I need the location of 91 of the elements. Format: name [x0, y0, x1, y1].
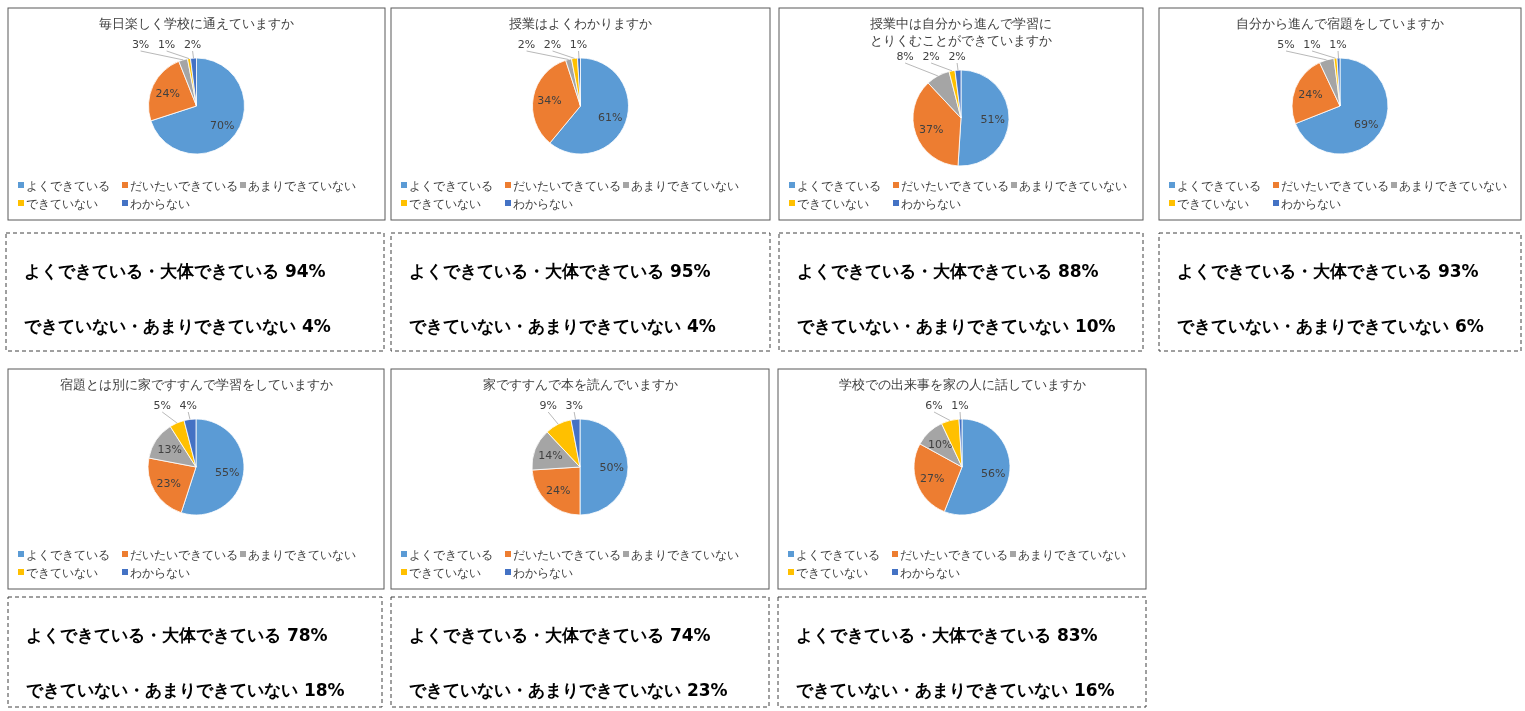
chart-title: 授業はよくわかりますか [509, 16, 652, 31]
legend-label: だいたいできている [900, 548, 1008, 562]
data-label: 34% [537, 94, 562, 108]
text: よくできている・大体できている 83% [796, 625, 1098, 645]
data-label: 1% [157, 38, 176, 51]
data-label: 8% [896, 50, 914, 63]
data-label: 1% [569, 38, 588, 51]
data-label: 23% [156, 477, 181, 491]
legend-label: よくできている [797, 179, 881, 193]
legend-label: あまりできていない [631, 548, 739, 562]
data-label: 2% [183, 38, 202, 51]
data-label: 24% [1298, 88, 1323, 102]
data-label: 6% [925, 399, 943, 412]
legend-label: わからない [130, 566, 190, 580]
chart-title: 学校での出来事を家の人に話していますか [838, 377, 1086, 392]
legend-label: だいたいできている [1281, 179, 1389, 193]
legend-label: だいたいできている [513, 548, 621, 562]
legend-label: よくできている [1177, 179, 1261, 193]
data-label: 2% [922, 50, 940, 63]
text: よくできている・大体できている 93% [1177, 261, 1479, 281]
legend-label: あまりできていない [248, 548, 356, 562]
data-label: 61% [598, 110, 623, 124]
data-label: 14% [538, 449, 563, 463]
chart-title: 家ですすんで本を読んでいますか [482, 377, 678, 392]
data-label: 10% [928, 437, 953, 451]
data-label: 13% [157, 443, 183, 457]
text: よくできている・大体できている 88% [797, 261, 1099, 281]
data-label: 56% [980, 466, 1006, 480]
data-label: 24% [155, 86, 181, 100]
data-label: 1% [1303, 38, 1321, 51]
data-label: 5% [153, 399, 171, 412]
legend-label: あまりできていない [1018, 548, 1126, 562]
legend-label: よくできている [26, 548, 110, 562]
text: よくできている・大体できている 95% [409, 261, 711, 281]
chart-title: 毎日楽しく学校に通えていますか [99, 16, 294, 31]
data-label: 1% [1329, 38, 1347, 51]
data-label: 3% [131, 38, 150, 51]
text: できていない・あまりできていない 6% [1177, 316, 1484, 336]
text: できていない・あまりできていない 4% [24, 316, 331, 336]
legend-label: できていない [26, 197, 98, 211]
legend-label: あまりできていない [248, 179, 356, 193]
legend-label: わからない [901, 197, 961, 211]
data-label: 2% [948, 50, 966, 63]
legend-label: わからない [513, 566, 573, 580]
data-label: 5% [1277, 38, 1295, 51]
data-label: 2% [517, 38, 536, 51]
text: できていない・あまりできていない 10% [797, 316, 1116, 336]
data-label: 50% [599, 461, 624, 474]
chart-title: 授業中は自分から進んで学習にとりくむことができていますか [870, 16, 1052, 48]
data-label: 55% [215, 465, 240, 479]
legend-label: だいたいできている [513, 179, 621, 193]
data-label: 9% [539, 399, 557, 412]
legend-label: だいたいできている [130, 179, 238, 193]
legend-label: わからない [900, 566, 960, 580]
chart-title: 自分から進んで宿題をしていますか [1236, 16, 1444, 31]
data-label: 51% [980, 113, 1005, 126]
text: できていない・あまりできていない 16% [796, 680, 1115, 700]
legend-label: できていない [409, 197, 481, 211]
legend-label: よくできている [409, 179, 493, 193]
legend-label: だいたいできている [901, 179, 1009, 193]
text: できていない・あまりできていない 23% [409, 680, 728, 700]
legend-label: あまりできていない [1399, 179, 1507, 193]
legend-label: よくできている [409, 548, 493, 562]
data-label: 69% [1353, 117, 1379, 131]
legend-label: だいたいできている [130, 548, 238, 562]
text: よくできている・大体できている 74% [409, 625, 711, 645]
data-label: 37% [918, 122, 944, 136]
data-label: 70% [209, 118, 235, 132]
data-label: 27% [919, 471, 945, 485]
legend-label: できていない [26, 566, 98, 580]
text: よくできている・大体できている 78% [26, 625, 328, 645]
legend-label: よくできている [796, 548, 880, 562]
data-label: 4% [179, 399, 197, 412]
legend-label: できていない [797, 197, 869, 211]
legend-label: できていない [796, 566, 868, 580]
legend-label: わからない [513, 197, 573, 211]
legend-label: できていない [1177, 197, 1249, 211]
legend-label: わからない [1281, 197, 1341, 211]
text: よくできている・大体できている 94% [24, 261, 326, 281]
legend-label: あまりできていない [1019, 179, 1127, 193]
legend-label: あまりできていない [631, 179, 739, 193]
text: できていない・あまりできていない 4% [409, 316, 716, 336]
data-label: 3% [565, 399, 583, 412]
data-label: 2% [543, 38, 562, 51]
legend-label: よくできている [26, 179, 110, 193]
data-label: 1% [951, 399, 969, 412]
data-label: 24% [546, 484, 571, 498]
legend-label: できていない [409, 566, 481, 580]
text: できていない・あまりできていない 18% [26, 680, 345, 700]
legend-label: わからない [130, 197, 190, 211]
chart-title: 宿題とは別に家ですすんで学習をしていますか [59, 377, 333, 392]
